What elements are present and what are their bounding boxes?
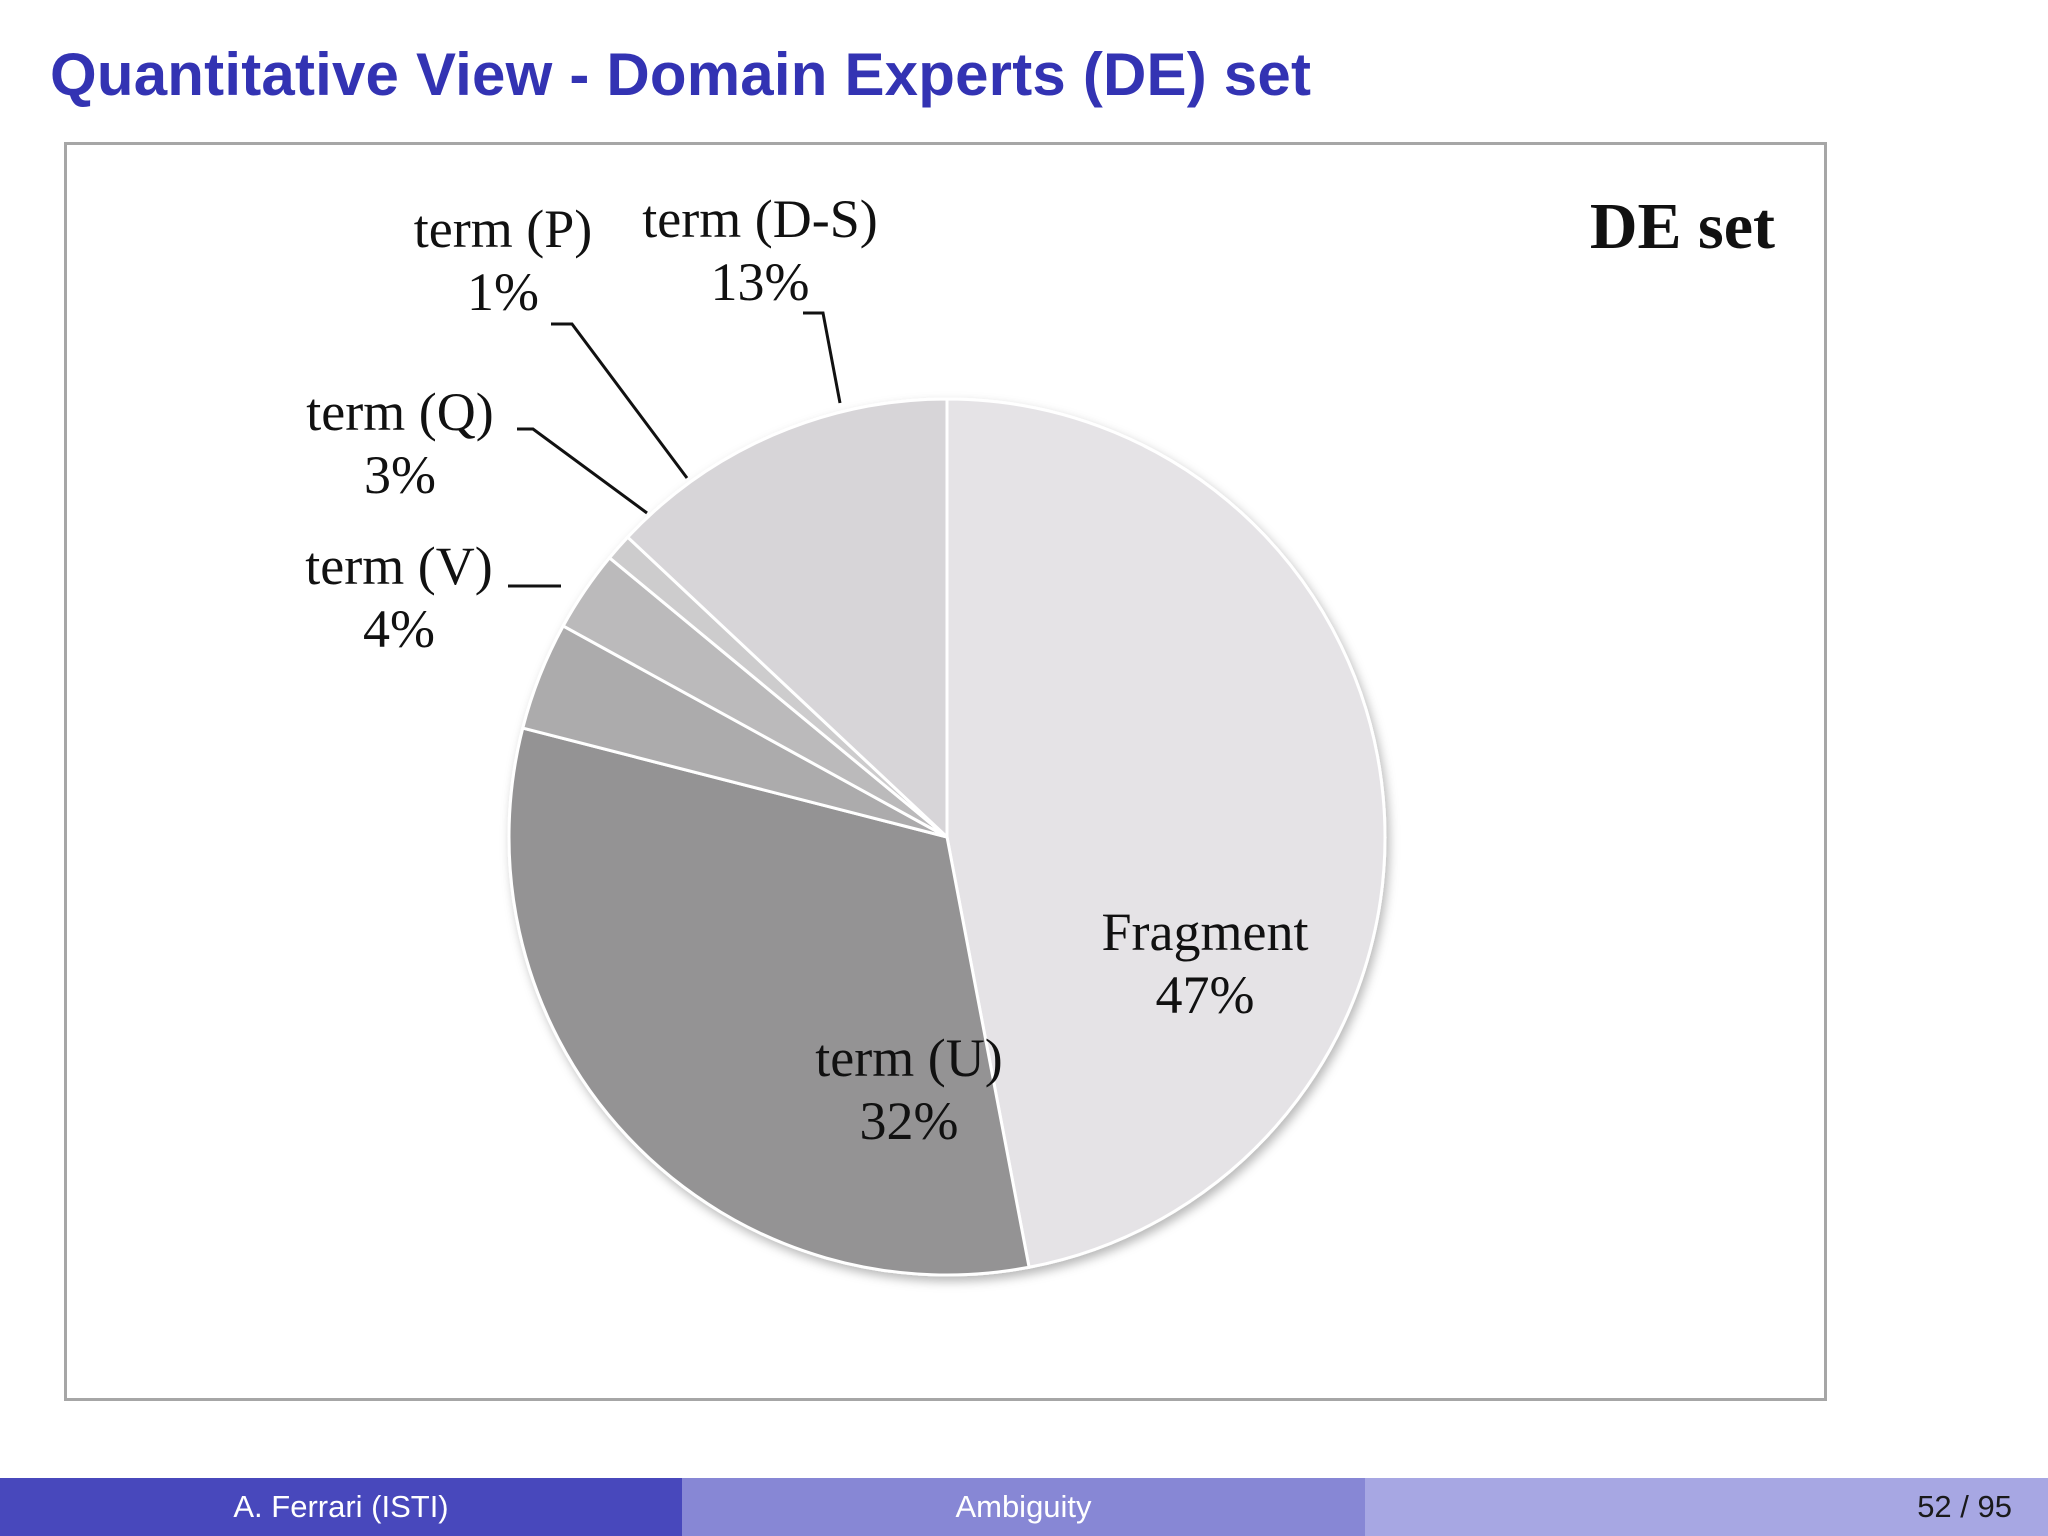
footer-author: A. Ferrari (ISTI) — [0, 1478, 682, 1536]
footer-page-number: 52 / 95 — [1365, 1478, 2048, 1536]
slice-label-term-v: term (V) — [305, 536, 492, 596]
leader-line-term-q — [517, 427, 648, 515]
slice-value-term-p: 1% — [467, 262, 539, 322]
pie-slice-term-d-s — [626, 397, 949, 839]
slice-value-term-u: 32% — [860, 1091, 959, 1151]
pie-chart-frame: DE set Fragment 47% term (U) 32% term (V) 4% t… — [64, 142, 1827, 1401]
leader-line-term-p — [551, 322, 689, 479]
slice-label-term-p: term (P) — [414, 199, 592, 259]
chart-title: DE set — [1590, 190, 1775, 263]
footer-topic: Ambiguity — [682, 1478, 1365, 1536]
slice-value-fragment: 47% — [1156, 965, 1255, 1025]
slice-label-fragment: Fragment — [1102, 902, 1309, 962]
leader-line-term-d-s — [803, 311, 842, 404]
footer-bar: A. Ferrari (ISTI) Ambiguity 52 / 95 — [0, 1478, 2048, 1536]
slice-value-term-d-s: 13% — [711, 252, 810, 312]
slice-value-term-v: 4% — [363, 599, 435, 659]
pie-slice-term-u — [507, 726, 1031, 1277]
pie-slice-fragment — [945, 397, 1387, 1269]
slice-label-term-q: term (Q) — [306, 382, 493, 442]
slice-label-term-d-s: term (D-S) — [642, 189, 877, 249]
slice-value-term-q: 3% — [364, 445, 436, 505]
slice-label-term-u: term (U) — [815, 1028, 1002, 1088]
slide-title: Quantitative View - Domain Experts (DE) … — [50, 41, 1312, 108]
